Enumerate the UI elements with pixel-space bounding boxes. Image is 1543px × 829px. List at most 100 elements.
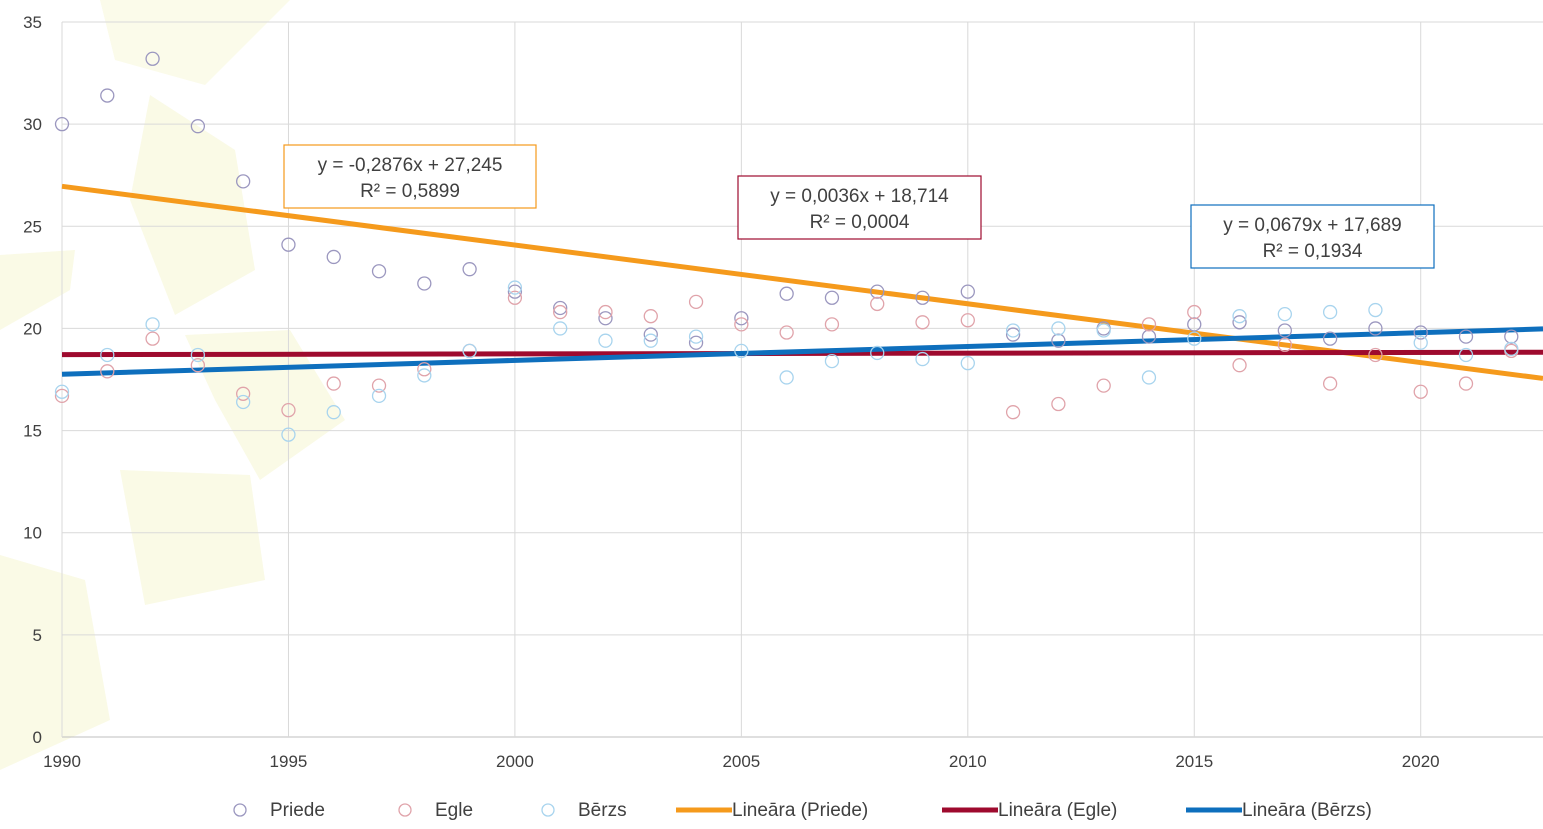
equation-box <box>737 175 982 240</box>
data-point <box>734 343 749 359</box>
data-point <box>1232 315 1247 330</box>
data-point <box>236 174 251 189</box>
data-point <box>190 119 206 134</box>
data-points <box>54 51 1519 442</box>
data-point <box>326 376 341 391</box>
data-point <box>1096 378 1111 393</box>
data-point <box>371 378 387 393</box>
data-point <box>915 351 930 367</box>
trendline-r-squared: R² = 0,0004 <box>810 212 910 233</box>
data-point <box>54 116 70 132</box>
data-point <box>598 311 613 326</box>
x-tick-label: 2010 <box>949 752 987 771</box>
data-point <box>1413 325 1428 340</box>
data-point <box>915 290 930 305</box>
background-leaf-shape <box>0 555 110 770</box>
data-point <box>1005 327 1021 342</box>
data-point <box>371 388 387 403</box>
data-point <box>281 427 296 442</box>
data-point <box>870 296 885 312</box>
data-point <box>643 327 658 342</box>
data-point <box>734 317 749 332</box>
x-tick-label: 1995 <box>270 752 308 771</box>
data-point <box>688 335 704 350</box>
trendline-r-squared: R² = 0,5899 <box>360 181 460 202</box>
data-point <box>1096 323 1111 338</box>
trendline-equations: y = -0,2876x + 27,245 R² = 0,5899 y = 0,00… <box>283 144 1435 269</box>
legend: Priede Egle Bērzs Lineāra (Priede) Lineāra (… <box>233 800 1372 821</box>
data-point <box>643 309 658 324</box>
trendline <box>61 326 1543 377</box>
data-point <box>100 364 115 379</box>
y-tick-label: 15 <box>23 422 42 441</box>
trendlines <box>61 183 1543 381</box>
data-point <box>507 284 523 299</box>
data-point <box>1051 396 1066 412</box>
data-point <box>779 286 794 301</box>
y-tick-label: 25 <box>23 217 42 236</box>
data-point <box>462 343 477 359</box>
data-point <box>598 333 613 348</box>
data-point <box>54 388 70 403</box>
data-point <box>1458 347 1474 363</box>
y-tick-label: 5 <box>33 626 42 645</box>
data-point <box>1051 333 1066 348</box>
data-point <box>1232 358 1247 373</box>
y-tick-label: 35 <box>23 13 42 32</box>
data-point <box>507 280 523 295</box>
data-point <box>779 370 794 385</box>
data-point <box>1458 376 1474 391</box>
data-point <box>553 321 568 336</box>
y-tick-label: 20 <box>23 319 42 338</box>
data-point <box>326 249 341 265</box>
data-point <box>1413 335 1428 350</box>
legend-marker <box>233 803 247 817</box>
data-point <box>870 345 885 361</box>
data-point <box>190 358 206 373</box>
data-point <box>1322 331 1338 346</box>
data-point <box>1005 405 1021 420</box>
data-point <box>1187 331 1202 346</box>
data-point <box>960 313 975 328</box>
data-point <box>417 276 432 291</box>
y-tick-label: 0 <box>33 728 42 747</box>
x-tick-label: 2000 <box>496 752 534 771</box>
background-decoration <box>0 0 345 770</box>
data-point <box>915 315 930 330</box>
legend-label: Lineāra (Bērzs) <box>1242 800 1372 821</box>
x-tick-label: 2015 <box>1175 752 1213 771</box>
data-point <box>1368 302 1383 318</box>
background-leaf-shape <box>100 0 290 85</box>
data-point <box>1187 304 1202 320</box>
data-point <box>824 317 840 332</box>
data-point <box>1141 329 1157 344</box>
data-point <box>553 300 568 316</box>
y-tick-label: 10 <box>23 524 42 543</box>
legend-label: Lineāra (Egle) <box>998 800 1117 821</box>
data-point <box>54 384 70 399</box>
background-leaf-shape <box>120 470 265 605</box>
data-point <box>326 405 341 420</box>
trendline-equation: y = -0,2876x + 27,245 <box>318 155 503 176</box>
legend-label: Bērzs <box>578 800 627 821</box>
data-point <box>1413 384 1428 399</box>
data-point <box>417 362 432 377</box>
data-point <box>1322 304 1338 320</box>
data-point <box>1504 341 1519 357</box>
data-point <box>371 264 387 279</box>
data-point <box>100 347 115 363</box>
data-point <box>779 325 794 340</box>
data-point <box>1277 323 1292 338</box>
grid-lines <box>61 21 1543 738</box>
data-point <box>145 51 160 66</box>
data-point <box>236 394 251 410</box>
data-point <box>1322 376 1338 391</box>
data-point <box>1368 321 1383 336</box>
data-point <box>960 284 975 299</box>
legend-marker <box>541 803 555 817</box>
data-point <box>417 368 432 383</box>
data-point <box>598 304 613 320</box>
data-point <box>1504 329 1519 344</box>
data-point <box>1187 317 1202 332</box>
data-point <box>688 329 704 344</box>
